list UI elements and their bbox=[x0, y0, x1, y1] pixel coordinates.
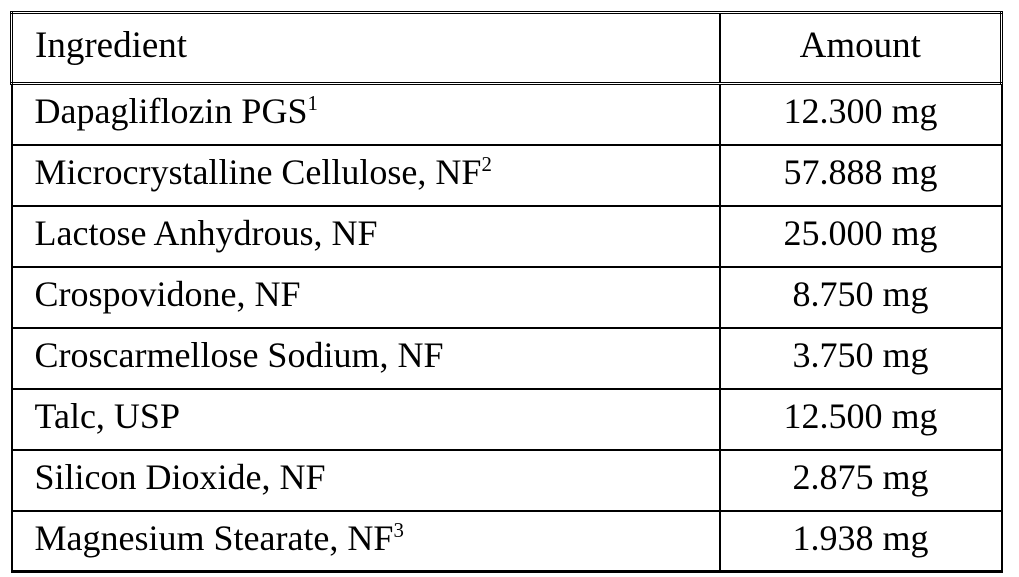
ingredient-name: Microcrystalline Cellulose, NF bbox=[35, 152, 482, 192]
cell-ingredient: Croscarmellose Sodium, NF bbox=[12, 328, 720, 389]
ingredient-name: Crospovidone, NF bbox=[35, 274, 301, 314]
cell-amount: 25.000 mg bbox=[720, 206, 1002, 267]
table-row: Silicon Dioxide, NF 2.875 mg bbox=[12, 450, 1002, 511]
cell-amount: 2.875 mg bbox=[720, 450, 1002, 511]
column-header-amount: Amount bbox=[720, 13, 1002, 84]
column-header-ingredient: Ingredient bbox=[12, 13, 720, 84]
table-row: Lactose Anhydrous, NF 25.000 mg bbox=[12, 206, 1002, 267]
cell-amount: 1.938 mg bbox=[720, 511, 1002, 572]
ingredient-name: Lactose Anhydrous, NF bbox=[35, 213, 378, 253]
ingredient-name: Talc, USP bbox=[35, 396, 180, 436]
ingredient-footnote-marker: 2 bbox=[481, 152, 491, 176]
table-row: Croscarmellose Sodium, NF 3.750 mg bbox=[12, 328, 1002, 389]
cell-ingredient: Dapagliflozin PGS1 bbox=[12, 84, 720, 145]
ingredient-amount-table: Ingredient Amount Dapagliflozin PGS112.3… bbox=[10, 11, 1003, 573]
ingredient-name: Dapagliflozin PGS bbox=[35, 91, 308, 131]
table-row: Dapagliflozin PGS112.300 mg bbox=[12, 84, 1002, 145]
ingredient-name: Croscarmellose Sodium, NF bbox=[35, 335, 444, 375]
table-header-row: Ingredient Amount bbox=[12, 13, 1002, 84]
ingredient-name: Silicon Dioxide, NF bbox=[35, 457, 326, 497]
table-row: Crospovidone, NF 8.750 mg bbox=[12, 267, 1002, 328]
cell-ingredient: Microcrystalline Cellulose, NF2 bbox=[12, 145, 720, 206]
table-body: Dapagliflozin PGS112.300 mgMicrocrystall… bbox=[12, 84, 1002, 572]
ingredient-name: Magnesium Stearate, NF bbox=[35, 518, 394, 558]
table-row: Microcrystalline Cellulose, NF257.888 mg bbox=[12, 145, 1002, 206]
cell-amount: 57.888 mg bbox=[720, 145, 1002, 206]
page: Ingredient Amount Dapagliflozin PGS112.3… bbox=[0, 0, 1019, 577]
cell-amount: 12.500 mg bbox=[720, 389, 1002, 450]
cell-ingredient: Crospovidone, NF bbox=[12, 267, 720, 328]
cell-amount: 3.750 mg bbox=[720, 328, 1002, 389]
table-row: Magnesium Stearate, NF31.938 mg bbox=[12, 511, 1002, 572]
cell-ingredient: Lactose Anhydrous, NF bbox=[12, 206, 720, 267]
cell-amount: 12.300 mg bbox=[720, 84, 1002, 145]
ingredient-footnote-marker: 3 bbox=[393, 518, 403, 542]
table-row: Talc, USP 12.500 mg bbox=[12, 389, 1002, 450]
cell-ingredient: Silicon Dioxide, NF bbox=[12, 450, 720, 511]
ingredient-footnote-marker: 1 bbox=[307, 91, 317, 115]
cell-ingredient: Magnesium Stearate, NF3 bbox=[12, 511, 720, 572]
table-header: Ingredient Amount bbox=[12, 13, 1002, 84]
cell-amount: 8.750 mg bbox=[720, 267, 1002, 328]
cell-ingredient: Talc, USP bbox=[12, 389, 720, 450]
